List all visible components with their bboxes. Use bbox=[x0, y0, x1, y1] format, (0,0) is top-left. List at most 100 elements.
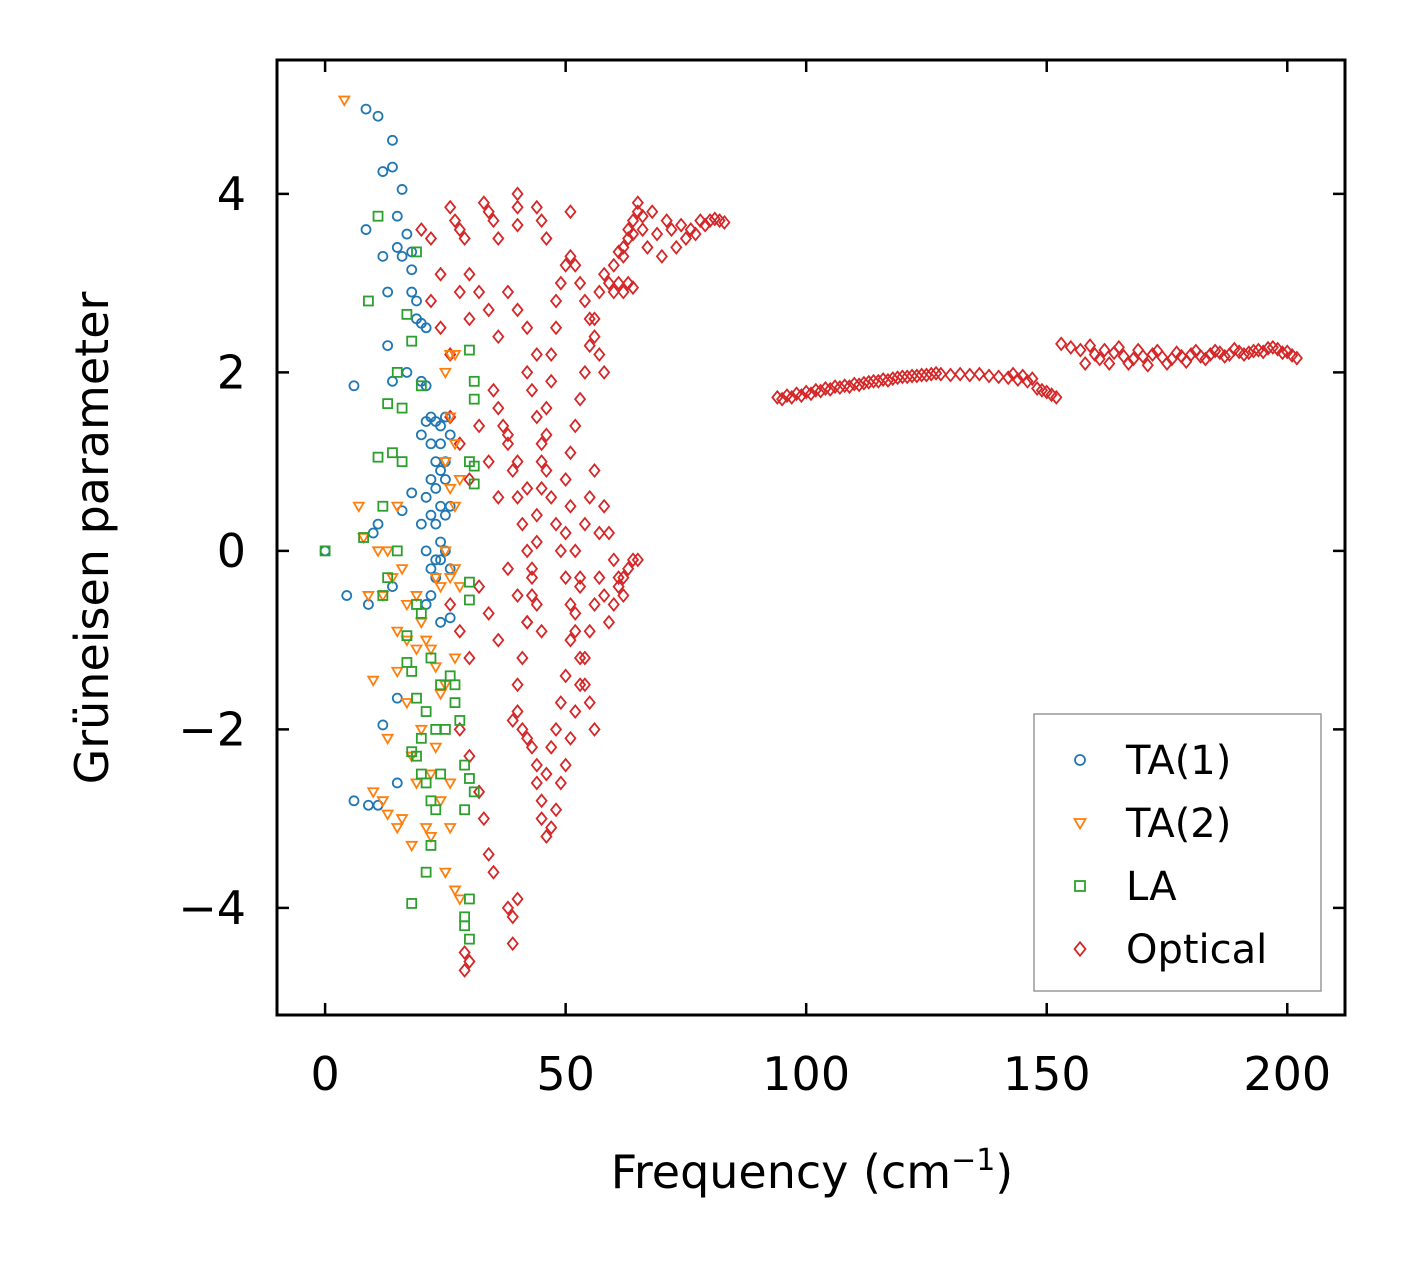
point bbox=[448, 213, 462, 229]
point bbox=[443, 573, 457, 585]
point bbox=[487, 213, 500, 229]
point bbox=[435, 465, 446, 476]
plot-frame bbox=[275, 58, 1347, 1017]
point bbox=[453, 474, 467, 487]
point bbox=[459, 804, 471, 816]
point bbox=[569, 605, 582, 621]
point bbox=[1208, 343, 1222, 359]
point bbox=[448, 653, 462, 665]
point bbox=[549, 320, 563, 336]
point bbox=[1237, 347, 1251, 363]
point bbox=[391, 242, 403, 253]
point bbox=[477, 195, 490, 211]
point bbox=[381, 809, 395, 821]
point bbox=[578, 293, 592, 309]
point bbox=[439, 509, 451, 521]
point bbox=[434, 320, 447, 336]
point bbox=[511, 704, 524, 720]
point bbox=[559, 257, 572, 273]
point bbox=[400, 599, 414, 612]
point bbox=[1088, 347, 1101, 363]
point bbox=[535, 811, 548, 827]
point bbox=[564, 730, 577, 746]
point bbox=[448, 350, 462, 362]
point bbox=[530, 347, 543, 363]
point bbox=[521, 543, 534, 559]
y-axis-title: Grüneisen parameter bbox=[65, 291, 119, 784]
point bbox=[453, 894, 467, 906]
point bbox=[401, 228, 413, 240]
point bbox=[569, 543, 582, 559]
point bbox=[415, 429, 427, 441]
point bbox=[458, 231, 471, 247]
point bbox=[395, 564, 409, 576]
point bbox=[434, 582, 448, 594]
point bbox=[1199, 351, 1212, 367]
point bbox=[410, 591, 424, 603]
point bbox=[390, 626, 404, 638]
point bbox=[419, 823, 433, 835]
point bbox=[438, 546, 452, 558]
point bbox=[982, 368, 996, 384]
point bbox=[588, 329, 601, 345]
point bbox=[525, 561, 539, 577]
point bbox=[583, 489, 596, 505]
point bbox=[425, 840, 437, 851]
series-ta-2 bbox=[337, 95, 467, 906]
point bbox=[588, 596, 601, 612]
point bbox=[377, 590, 389, 601]
point bbox=[377, 250, 389, 262]
point bbox=[463, 650, 476, 666]
point bbox=[453, 623, 466, 639]
point bbox=[583, 623, 596, 639]
point bbox=[540, 828, 553, 844]
point bbox=[360, 103, 372, 115]
point bbox=[583, 311, 596, 327]
point bbox=[607, 284, 620, 300]
point bbox=[424, 231, 438, 247]
point bbox=[973, 366, 986, 382]
point bbox=[901, 369, 914, 385]
point bbox=[319, 545, 331, 557]
point bbox=[468, 460, 480, 472]
point bbox=[525, 588, 539, 604]
point bbox=[382, 340, 394, 352]
point bbox=[372, 518, 384, 530]
point bbox=[530, 596, 543, 612]
point bbox=[348, 795, 360, 807]
y-tick-label: 4 bbox=[217, 167, 246, 221]
point bbox=[435, 420, 446, 432]
point bbox=[424, 293, 438, 309]
point bbox=[458, 962, 471, 978]
point bbox=[463, 266, 476, 282]
point bbox=[506, 936, 519, 952]
point bbox=[337, 95, 351, 107]
point bbox=[492, 489, 505, 505]
point bbox=[655, 248, 668, 264]
point bbox=[564, 498, 577, 514]
point bbox=[366, 675, 380, 688]
point bbox=[492, 231, 505, 247]
point bbox=[438, 367, 452, 380]
point bbox=[391, 210, 403, 222]
point bbox=[617, 248, 630, 264]
point bbox=[540, 231, 553, 247]
point bbox=[1035, 382, 1049, 398]
point bbox=[684, 222, 697, 238]
point bbox=[617, 588, 630, 604]
point bbox=[1098, 342, 1111, 358]
point bbox=[670, 239, 683, 255]
point bbox=[435, 768, 446, 780]
point bbox=[496, 418, 510, 434]
x-tick-label: 0 bbox=[310, 1047, 339, 1101]
point bbox=[435, 438, 446, 450]
point bbox=[459, 920, 471, 932]
point bbox=[482, 846, 495, 862]
point bbox=[569, 418, 582, 434]
point bbox=[617, 239, 630, 255]
point bbox=[1189, 343, 1202, 359]
x-tick-label: 200 bbox=[1243, 1047, 1331, 1101]
point bbox=[400, 698, 414, 710]
point bbox=[573, 650, 587, 666]
point bbox=[1083, 338, 1097, 354]
